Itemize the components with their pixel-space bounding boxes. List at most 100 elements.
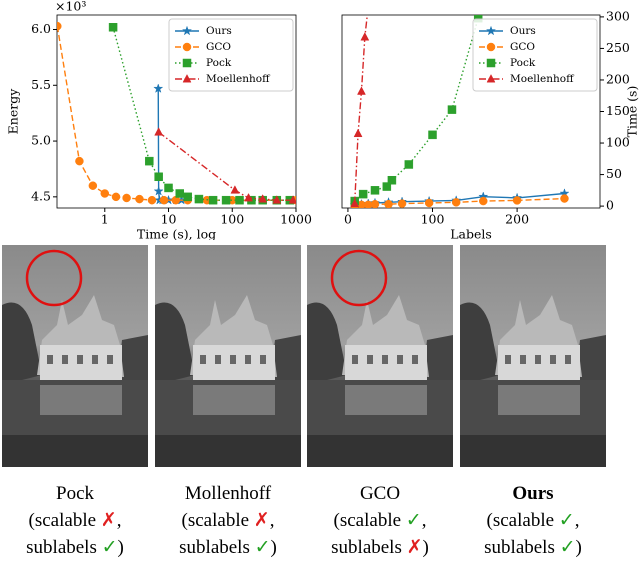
marker	[231, 186, 239, 194]
marker	[236, 196, 244, 204]
mark: ✓	[255, 537, 271, 558]
marker	[560, 195, 568, 203]
marker	[361, 33, 369, 41]
marker	[89, 182, 97, 190]
x-tick-label: 0	[344, 212, 352, 227]
series-line	[355, 18, 479, 201]
marker	[405, 160, 413, 168]
mark: ✓	[559, 510, 575, 531]
y-tick-label: 200	[606, 71, 630, 86]
marker	[371, 200, 379, 208]
marker	[160, 196, 168, 204]
mark: ✗	[407, 537, 423, 558]
legend: OursGCOPockMoellenhoff	[169, 19, 293, 91]
legend: Ours GCO Pock Moellenhoff	[473, 19, 597, 91]
image-gco	[307, 245, 453, 467]
x-tick-label: 1	[101, 212, 109, 227]
mark: ✓	[102, 537, 118, 558]
text: (scalable	[334, 510, 402, 531]
x-axis-label: Time (s), log	[137, 227, 216, 241]
marker	[53, 22, 61, 30]
text: ,	[117, 510, 122, 531]
marker	[452, 198, 460, 206]
page: html, body { margin: 0; padding: 0; back…	[0, 0, 641, 562]
marker	[479, 197, 487, 205]
marker	[487, 43, 495, 51]
image-pock	[2, 245, 148, 467]
marker	[145, 157, 153, 165]
marker	[385, 200, 393, 208]
mark: ✓	[406, 510, 422, 531]
legend-label: Pock	[510, 57, 536, 69]
y-tick-label: 6.0	[31, 21, 51, 36]
figure: {"chart_data": [ {"type": "line", "xlabe…	[0, 0, 641, 562]
mark: ✓	[560, 537, 576, 558]
y-axis-label: Energy	[6, 88, 21, 135]
legend-label: Moellenhoff	[510, 73, 575, 85]
marker	[184, 193, 192, 201]
text: )	[423, 537, 429, 558]
y-tick-label: 50	[606, 166, 622, 181]
marker	[388, 176, 396, 184]
marker	[155, 173, 163, 181]
text: sublabels	[179, 537, 250, 558]
y-offset-label: ×10³	[55, 0, 86, 14]
x-tick-label: 100	[220, 212, 244, 227]
text: (scalable	[487, 510, 555, 531]
caption: Ours (scalable ✓, sublabels ✓)	[458, 480, 608, 561]
marker	[183, 59, 191, 67]
marker	[135, 195, 143, 203]
text: )	[118, 537, 124, 558]
text: sublabels	[26, 537, 97, 558]
text: ,	[575, 510, 580, 531]
method: Mollenhoff	[153, 480, 303, 507]
method: GCO	[305, 480, 455, 507]
legend-label: Ours	[510, 25, 536, 37]
marker	[101, 189, 109, 197]
y-tick-label: 4.5	[31, 188, 51, 203]
marker	[165, 184, 173, 192]
text: sublabels	[484, 537, 555, 558]
legend-label: Ours	[206, 25, 232, 37]
y-tick-label: 5.5	[31, 77, 51, 92]
caption: Mollenhoff (scalable ✗, sublabels ✓)	[153, 480, 303, 561]
marker	[75, 157, 83, 165]
text: (scalable	[29, 510, 97, 531]
marker	[183, 43, 191, 51]
text: ,	[270, 510, 275, 531]
marker	[357, 87, 365, 95]
charts: 11010010004.55.05.56.0Time (s), logEnerg…	[0, 0, 641, 240]
y-tick-label: 300	[606, 8, 630, 23]
mark: ✗	[101, 510, 117, 531]
marker	[487, 59, 495, 67]
caption: Pock (scalable ✗, sublabels ✓)	[0, 480, 150, 561]
images	[0, 243, 641, 468]
marker	[398, 200, 406, 208]
series-line	[355, 0, 370, 204]
y-axis-label: Time (s)	[625, 86, 640, 138]
marker	[123, 194, 131, 202]
x-tick-label: 200	[505, 212, 529, 227]
text: sublabels	[331, 537, 402, 558]
marker	[112, 193, 120, 201]
marker	[109, 23, 117, 31]
marker	[425, 199, 433, 207]
y-tick-label: 250	[606, 40, 630, 55]
y-tick-label: 0	[606, 198, 614, 213]
text: )	[576, 537, 582, 558]
method: Ours	[458, 480, 608, 507]
marker	[371, 186, 379, 194]
marker	[155, 128, 163, 136]
text: ,	[422, 510, 427, 531]
caption: GCO (scalable ✓, sublabels ✗)	[305, 480, 455, 561]
text: )	[271, 537, 277, 558]
y-tick-label: 5.0	[31, 133, 51, 148]
legend-label: Moellenhoff	[206, 73, 271, 85]
marker	[209, 196, 217, 204]
x-tick-label: 10	[161, 212, 177, 227]
legend-label: GCO	[510, 41, 535, 53]
text: (scalable	[182, 510, 250, 531]
marker	[429, 131, 437, 139]
marker	[176, 189, 184, 197]
marker	[359, 190, 367, 198]
